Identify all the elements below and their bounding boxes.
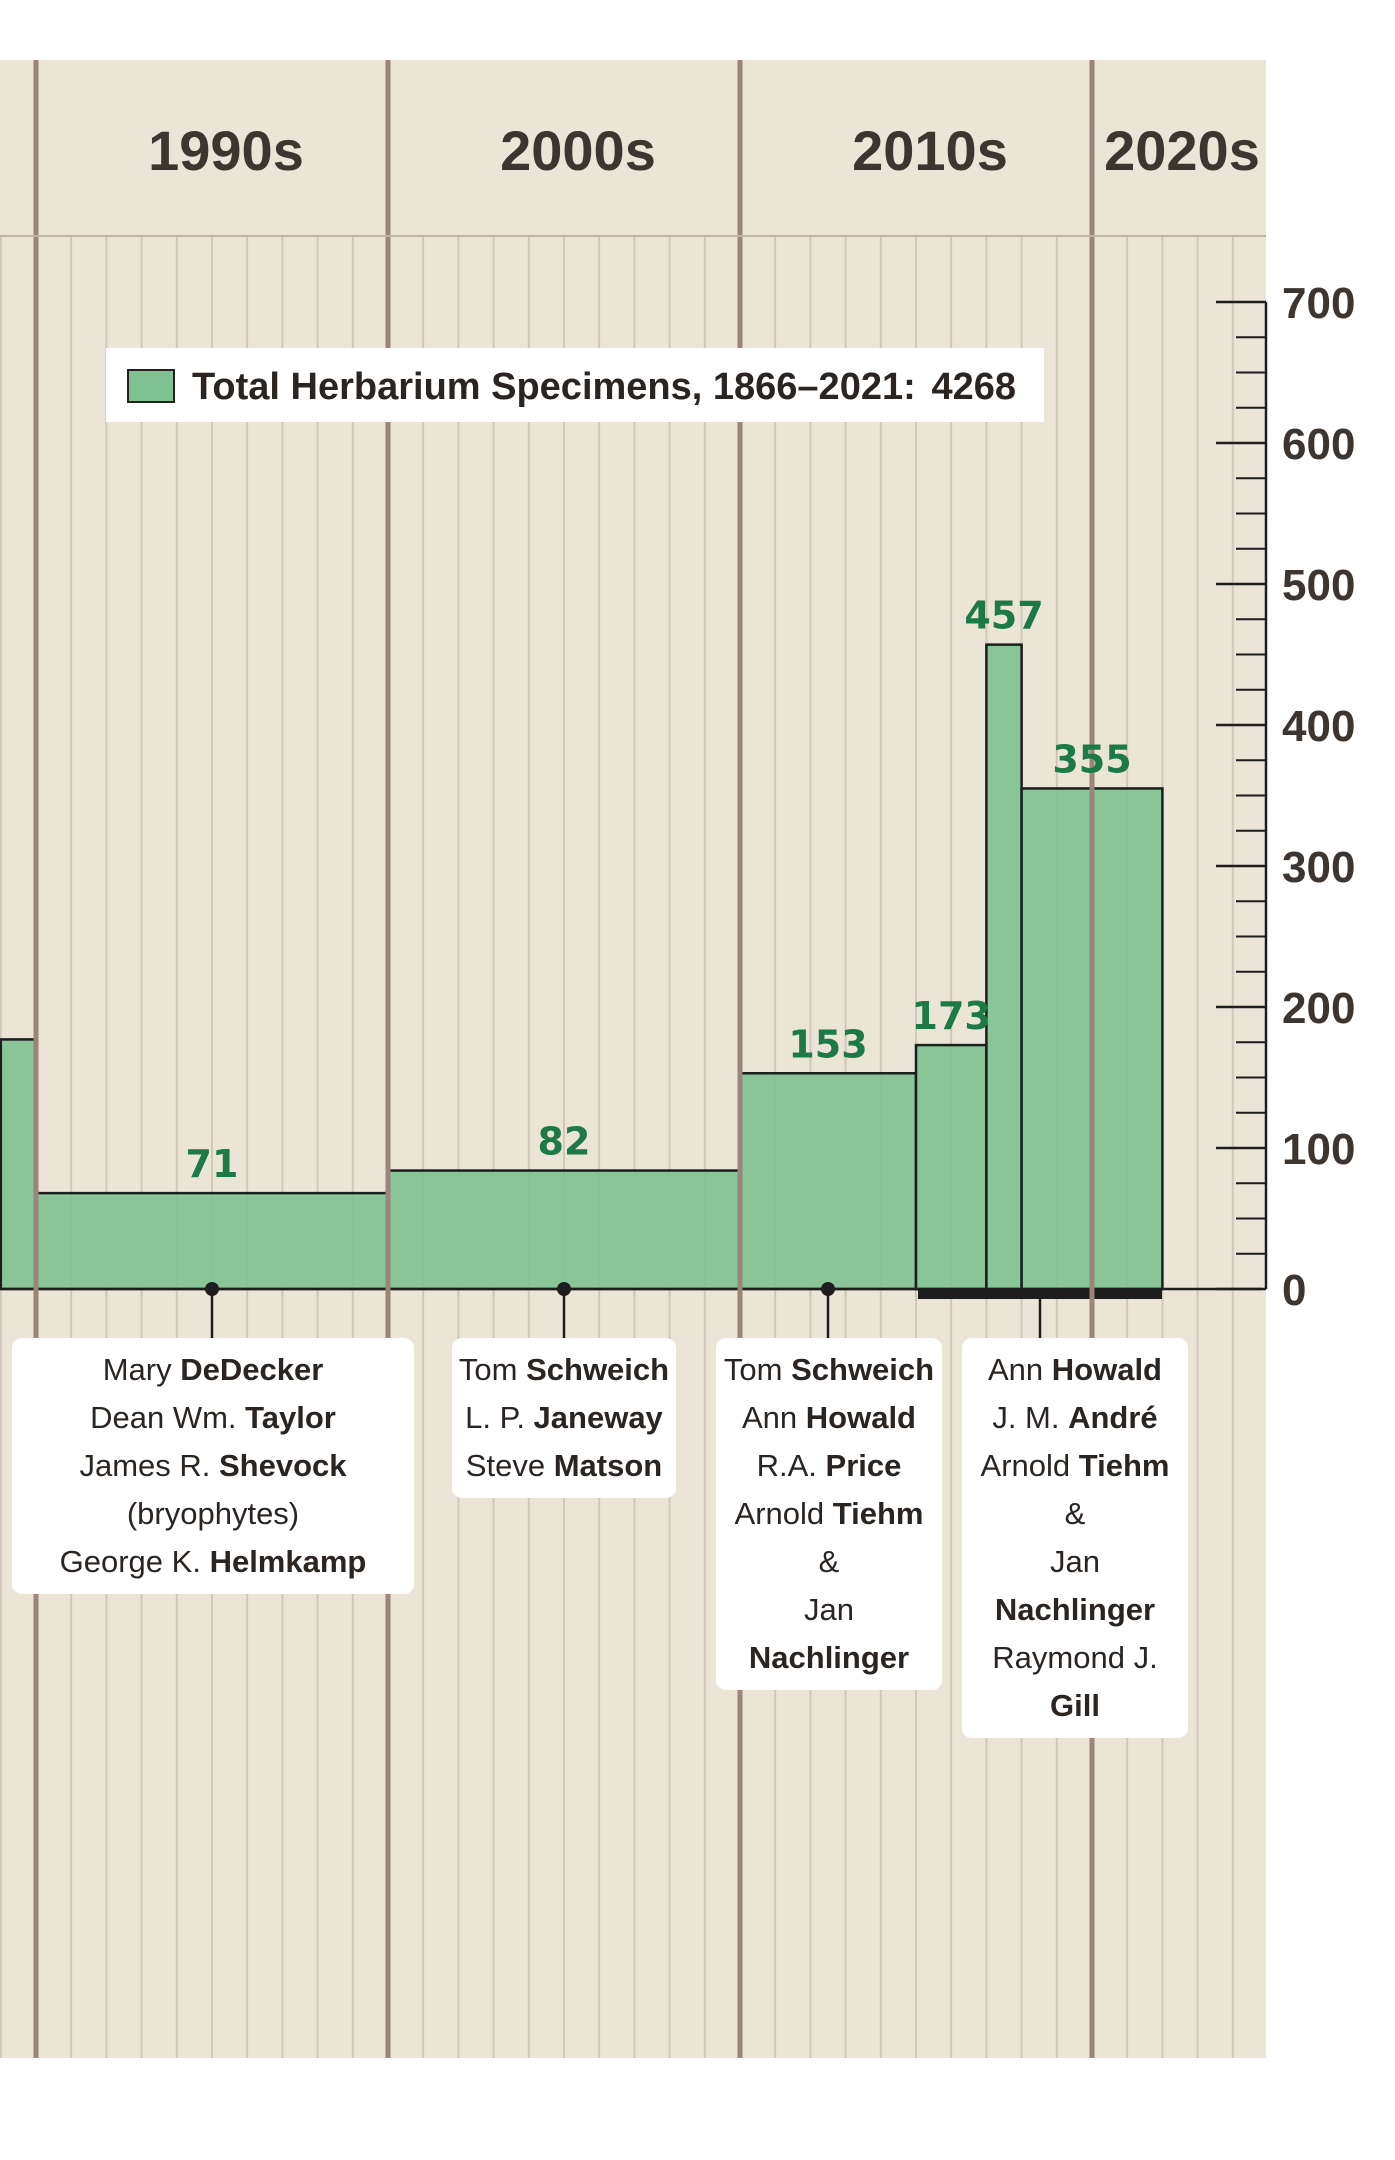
y-tick-label: 300 [1282,843,1355,892]
collector-name: J. M. André [992,1400,1158,1435]
bar [985,643,1023,1291]
range-bar [918,1289,1162,1299]
legend-label: Total Herbarium Specimens, 1866–2021: [192,366,916,408]
legend: Total Herbarium Specimens, 1866–2021: 42… [106,348,1044,422]
decade-label: 2000s [500,119,656,182]
legend-box [106,348,1044,422]
connector-dot [205,1282,219,1296]
collector-name: Jan Nachlinger [994,1544,1156,1627]
collector-box: Ann Howald J. M. André Arnold Tiehm & Jan N… [962,1338,1188,1738]
y-tick-label: 100 [1282,1125,1355,1174]
collector-name: Ann Howald [987,1352,1162,1387]
bar-value-label: 355 [1052,737,1131,781]
y-tick-label: 500 [1282,561,1355,610]
y-axis: 700 600 500 400 300 200 100 0 [1216,279,1355,1315]
collector-name: R.A. Price [756,1448,902,1483]
y-tick-label: 0 [1282,1266,1306,1315]
collector-name: Jan Nachlinger [748,1592,910,1675]
collector-name: Arnold Tiehm & [734,1496,924,1579]
bar-value-label: 173 [912,994,991,1038]
legend-total: 4268 [931,366,1016,408]
y-tick-label: 400 [1282,702,1355,751]
y-tick-label: 600 [1282,420,1355,469]
decade-label: 1990s [148,119,304,182]
bar [738,1072,918,1291]
bar-value-label: 457 [964,594,1043,638]
collector-name: Tom Schweich [458,1352,670,1387]
collector-connectors [205,1282,1042,1338]
bar [0,1038,38,1291]
connector-dot [557,1282,571,1296]
bar [914,1043,988,1291]
value-labels: 71 82 153 173 457 355 [186,594,1132,1186]
legend-swatch [127,369,175,403]
connector-dot [821,1282,835,1296]
decade-label: 2020s [1104,119,1260,182]
collector-name: L. P. Janeway [465,1400,663,1435]
decade-labels: 1990s 2000s 2010s 2020s [148,119,1260,182]
collector-name: James R. Shevock (bryophytes) [79,1448,347,1531]
collector-name: Steve Matson [465,1448,663,1483]
collector-box: Tom Schweich L. P. Janeway Steve Matson [452,1338,676,1498]
collector-name: Ann Howald [741,1400,916,1435]
collector-name: Tom Schweich [723,1352,935,1387]
bar [34,1191,390,1291]
decade-label: 2010s [852,119,1008,182]
collector-name: Raymond J. Gill [992,1640,1158,1723]
bar-value-label: 153 [788,1022,867,1066]
bar [386,1169,742,1291]
bar-value-label: 71 [186,1142,239,1186]
collector-name: Dean Wm. Taylor [90,1400,336,1435]
collector-name: Mary DeDecker [102,1352,324,1387]
collector-box: Tom Schweich Ann Howald R.A. Price Arnold T… [716,1338,942,1690]
collector-box: Mary DeDecker Dean Wm. Taylor James R. She… [12,1338,414,1594]
collector-name: George K. Helmkamp [59,1544,367,1579]
bar-value-label: 82 [538,1120,591,1164]
y-tick-label: 200 [1282,984,1355,1033]
collector-name: Arnold Tiehm & [980,1448,1170,1531]
y-tick-label: 700 [1282,279,1355,328]
